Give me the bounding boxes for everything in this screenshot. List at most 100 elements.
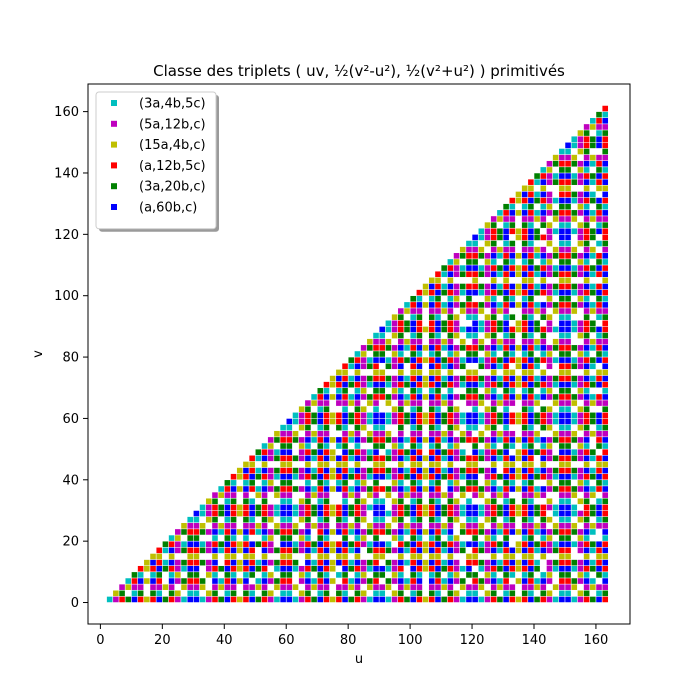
data-point xyxy=(255,541,262,548)
data-point xyxy=(280,572,286,578)
data-point xyxy=(540,351,547,357)
data-point xyxy=(484,345,491,351)
data-point xyxy=(398,369,404,376)
data-point xyxy=(398,449,404,455)
data-point xyxy=(478,302,485,308)
data-point xyxy=(379,572,386,578)
data-point xyxy=(348,565,355,572)
data-point xyxy=(336,388,342,394)
data-point xyxy=(187,559,194,566)
data-point xyxy=(329,412,336,419)
data-point xyxy=(428,338,435,345)
data-point xyxy=(342,565,348,572)
data-point xyxy=(509,400,516,406)
data-point xyxy=(509,418,516,425)
data-point xyxy=(546,375,553,382)
data-point xyxy=(540,596,547,603)
data-point xyxy=(484,541,491,548)
data-point xyxy=(583,553,590,560)
data-point xyxy=(521,308,528,314)
data-point xyxy=(428,381,435,388)
data-point xyxy=(583,191,590,198)
data-point xyxy=(583,510,590,517)
data-point xyxy=(459,584,466,590)
x-tick-label: 80 xyxy=(340,633,357,648)
data-point xyxy=(280,504,286,511)
data-point xyxy=(447,486,454,492)
data-point xyxy=(404,412,410,419)
data-point xyxy=(503,363,509,370)
data-point xyxy=(224,523,231,529)
data-point xyxy=(571,541,578,548)
data-point xyxy=(435,498,441,505)
data-point xyxy=(583,345,590,351)
data-point xyxy=(577,320,584,327)
data-point xyxy=(336,424,342,431)
data-point xyxy=(367,529,373,535)
data-point xyxy=(497,234,503,241)
y-tick-label: 40 xyxy=(62,473,79,488)
data-point xyxy=(466,437,472,443)
data-point xyxy=(540,455,547,462)
data-point xyxy=(243,510,249,517)
data-point xyxy=(478,565,485,572)
data-point xyxy=(379,547,386,554)
data-point xyxy=(602,510,609,517)
data-point xyxy=(236,504,243,511)
data-point xyxy=(497,578,503,584)
data-point xyxy=(509,203,516,210)
data-point xyxy=(255,529,262,535)
data-point xyxy=(503,246,509,253)
data-point xyxy=(398,467,404,474)
data-point xyxy=(416,510,423,517)
data-point xyxy=(546,222,553,228)
data-point xyxy=(267,547,274,554)
data-point xyxy=(490,559,497,566)
data-point xyxy=(150,596,156,603)
data-point xyxy=(391,498,398,505)
data-point xyxy=(367,412,373,419)
data-point xyxy=(435,388,441,394)
data-point xyxy=(559,406,565,413)
data-point xyxy=(503,424,509,431)
data-point xyxy=(317,388,324,394)
data-point xyxy=(224,516,231,523)
data-point xyxy=(348,363,355,370)
data-point xyxy=(577,596,584,603)
data-point xyxy=(559,461,565,468)
data-point xyxy=(336,437,342,443)
data-point xyxy=(490,480,497,486)
data-point xyxy=(534,363,540,370)
data-point xyxy=(168,584,175,590)
data-point xyxy=(354,375,361,382)
data-point xyxy=(583,565,590,572)
data-point xyxy=(484,578,491,584)
data-point xyxy=(497,455,503,462)
data-point xyxy=(552,375,559,382)
data-point xyxy=(329,510,336,517)
data-point xyxy=(391,559,398,566)
data-point xyxy=(106,596,113,603)
data-point xyxy=(280,424,286,431)
data-point xyxy=(472,345,478,351)
data-point xyxy=(354,369,361,376)
data-point xyxy=(583,418,590,425)
data-point xyxy=(559,596,565,603)
data-point xyxy=(528,289,534,296)
data-point xyxy=(373,449,379,455)
data-point xyxy=(367,467,373,474)
data-point xyxy=(404,486,410,492)
data-point xyxy=(490,504,497,511)
data-point xyxy=(503,345,509,351)
data-point xyxy=(360,357,367,363)
data-point xyxy=(490,240,497,247)
data-point xyxy=(583,203,590,210)
data-point xyxy=(305,406,311,413)
data-point xyxy=(571,529,578,535)
data-point xyxy=(329,541,336,548)
data-point xyxy=(398,535,404,541)
data-point xyxy=(249,584,255,590)
data-point xyxy=(410,572,416,578)
data-point xyxy=(552,154,559,161)
